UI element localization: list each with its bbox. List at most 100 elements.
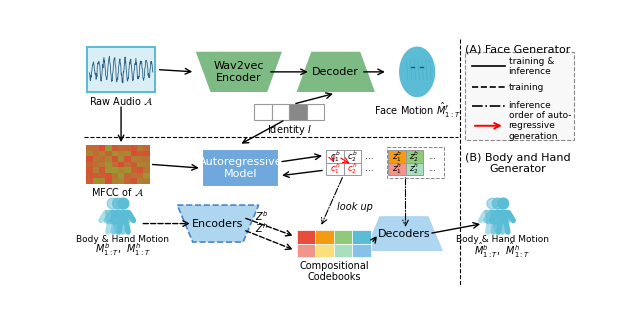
Bar: [131, 162, 137, 167]
Bar: [99, 151, 105, 156]
Bar: [137, 156, 143, 162]
Bar: [289, 104, 307, 120]
Bar: [111, 167, 118, 172]
Bar: [105, 145, 111, 151]
Circle shape: [113, 198, 124, 209]
Bar: [93, 172, 99, 178]
Text: $c_2^h$: $c_2^h$: [347, 162, 357, 176]
Text: (B) Body and Hand
Generator: (B) Body and Hand Generator: [465, 153, 571, 174]
Text: MFCC of $\mathcal{A}$: MFCC of $\mathcal{A}$: [92, 187, 145, 198]
Text: $Z^b$: $Z^b$: [255, 209, 268, 223]
Bar: [86, 172, 93, 178]
Bar: [99, 178, 105, 183]
Bar: [202, 149, 279, 187]
Text: $c_2^b$: $c_2^b$: [347, 149, 357, 164]
Bar: [131, 167, 137, 172]
Bar: [111, 178, 118, 183]
Bar: [137, 167, 143, 172]
Circle shape: [118, 198, 129, 209]
Bar: [406, 163, 422, 175]
Bar: [406, 151, 422, 163]
Text: $c_1^h$: $c_1^h$: [330, 162, 340, 176]
Bar: [143, 172, 150, 178]
Circle shape: [498, 198, 509, 209]
Text: Encoders: Encoders: [192, 219, 244, 229]
Bar: [344, 163, 360, 175]
Polygon shape: [295, 51, 376, 93]
Bar: [111, 172, 118, 178]
Text: look up: look up: [337, 202, 373, 212]
Text: Body & Hand Motion: Body & Hand Motion: [76, 235, 169, 244]
Bar: [99, 172, 105, 178]
Bar: [388, 151, 406, 163]
Bar: [131, 178, 137, 183]
Bar: [118, 162, 124, 167]
Bar: [99, 167, 105, 172]
Text: order of auto-
regressive
generation: order of auto- regressive generation: [509, 111, 571, 141]
Text: $z_1^b$: $z_1^b$: [392, 149, 402, 164]
Polygon shape: [400, 47, 435, 97]
Polygon shape: [496, 211, 509, 224]
Bar: [137, 145, 143, 151]
Bar: [137, 178, 143, 183]
Bar: [105, 167, 111, 172]
Bar: [124, 156, 131, 162]
Bar: [105, 156, 111, 162]
Text: ...: ...: [365, 164, 373, 173]
Bar: [124, 172, 131, 178]
Bar: [316, 244, 334, 257]
Bar: [307, 104, 324, 120]
Bar: [93, 162, 99, 167]
Bar: [143, 156, 150, 162]
Bar: [137, 172, 143, 178]
Bar: [86, 178, 93, 183]
Bar: [334, 244, 352, 257]
Bar: [297, 244, 316, 257]
Text: training: training: [509, 83, 544, 92]
Bar: [111, 162, 118, 167]
Text: $c_1^b$: $c_1^b$: [330, 149, 340, 164]
Bar: [93, 178, 99, 183]
Bar: [118, 151, 124, 156]
Bar: [86, 156, 93, 162]
Text: (A) Face Generator: (A) Face Generator: [465, 45, 571, 55]
Bar: [344, 151, 360, 163]
Bar: [297, 230, 316, 244]
Text: $z_2^h$: $z_2^h$: [409, 162, 419, 176]
Text: Wav2vec
Encoder: Wav2vec Encoder: [214, 61, 264, 83]
Bar: [105, 162, 111, 167]
Polygon shape: [485, 211, 498, 224]
Text: $Z^h$: $Z^h$: [255, 221, 268, 235]
Bar: [124, 145, 131, 151]
Polygon shape: [106, 211, 118, 224]
Text: ...: ...: [428, 152, 436, 161]
Bar: [334, 230, 352, 244]
Bar: [352, 244, 371, 257]
Bar: [143, 151, 150, 156]
Bar: [93, 145, 99, 151]
Bar: [137, 151, 143, 156]
Polygon shape: [177, 205, 259, 242]
Text: Identity $I$: Identity $I$: [267, 123, 312, 137]
Bar: [124, 162, 131, 167]
Bar: [118, 167, 124, 172]
Bar: [143, 178, 150, 183]
Bar: [86, 47, 156, 93]
Bar: [118, 178, 124, 183]
Text: Autoregressive
Model: Autoregressive Model: [198, 157, 282, 179]
Text: Face Motion $\hat{M}^f_{1:T}$: Face Motion $\hat{M}^f_{1:T}$: [374, 101, 460, 120]
Bar: [254, 104, 272, 120]
Bar: [105, 151, 111, 156]
Bar: [143, 162, 150, 167]
Text: ...: ...: [428, 164, 436, 173]
Text: Decoder: Decoder: [312, 67, 359, 77]
Bar: [118, 172, 124, 178]
Bar: [88, 48, 154, 91]
Bar: [387, 147, 444, 178]
Bar: [93, 156, 99, 162]
Bar: [86, 151, 93, 156]
Polygon shape: [195, 51, 284, 93]
Polygon shape: [412, 90, 422, 95]
Text: Body & Hand Motion: Body & Hand Motion: [456, 235, 549, 244]
Bar: [143, 145, 150, 151]
